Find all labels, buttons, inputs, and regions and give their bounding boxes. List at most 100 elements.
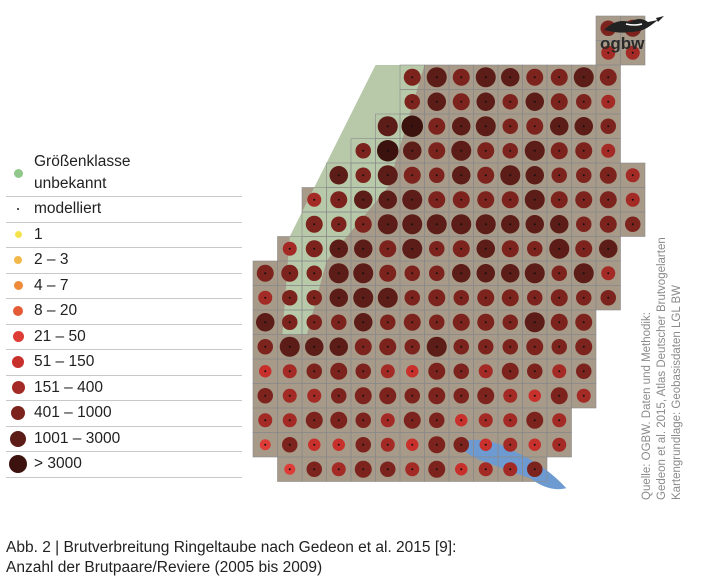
modelled-marker	[264, 272, 267, 275]
modelled-marker	[313, 223, 316, 226]
modelled-marker	[460, 174, 463, 177]
modelled-marker	[386, 125, 389, 128]
legend-symbol	[6, 306, 30, 317]
modelled-marker	[509, 370, 512, 373]
modelled-marker	[362, 149, 365, 152]
modelled-marker	[362, 370, 365, 373]
modelled-marker	[509, 223, 512, 226]
modelled-marker	[337, 370, 340, 373]
legend-dot	[17, 208, 19, 211]
modelled-marker	[411, 419, 414, 422]
legend-label: > 3000	[34, 455, 82, 472]
modelled-marker	[411, 76, 414, 79]
modelled-marker	[533, 321, 536, 324]
modelled-marker	[288, 443, 291, 446]
modelled-marker	[288, 419, 291, 422]
modelled-marker	[484, 100, 487, 103]
modelled-marker	[435, 174, 438, 177]
modelled-marker	[533, 370, 536, 373]
modelled-marker	[435, 76, 438, 79]
modelled-marker	[460, 223, 463, 226]
modelled-marker	[386, 419, 389, 422]
legend-label: Größenklasse unbekannt	[34, 153, 131, 192]
modelled-marker	[484, 223, 487, 226]
modelled-marker	[435, 419, 438, 422]
modelled-marker	[411, 443, 414, 446]
modelled-marker	[411, 223, 414, 226]
modelled-marker	[264, 321, 267, 324]
modelled-marker	[435, 247, 438, 250]
modelled-marker	[264, 296, 267, 299]
modelled-marker	[288, 272, 291, 275]
legend-symbol	[6, 331, 30, 343]
modelled-marker	[484, 419, 487, 422]
modelled-marker	[582, 223, 585, 226]
ogbw-logo: ogbw	[596, 10, 666, 58]
modelled-marker	[582, 394, 585, 397]
figure-caption: Abb. 2 | Brutverbreitung Ringeltaube nac…	[6, 538, 456, 577]
modelled-marker	[313, 345, 316, 348]
modelled-marker	[533, 223, 536, 226]
modelled-marker	[582, 345, 585, 348]
modelled-marker	[509, 345, 512, 348]
modelled-marker	[264, 419, 267, 422]
modelled-marker	[582, 247, 585, 250]
legend-row: 401 – 1000	[6, 401, 242, 427]
modelled-marker	[582, 100, 585, 103]
modelled-marker	[313, 468, 316, 471]
legend-symbol	[6, 356, 30, 369]
modelled-marker	[313, 370, 316, 373]
legend: Größenklasse unbekannt modelliert 1 2 – 3 4 …	[6, 150, 242, 478]
modelled-marker	[607, 125, 610, 128]
modelled-marker	[558, 394, 561, 397]
modelled-marker	[435, 443, 438, 446]
modelled-marker	[386, 370, 389, 373]
modelled-marker	[460, 296, 463, 299]
legend-row: > 3000	[6, 452, 242, 478]
modelled-marker	[313, 198, 316, 201]
modelled-marker	[558, 345, 561, 348]
legend-label: 4 – 7	[34, 276, 69, 294]
modelled-marker	[264, 345, 267, 348]
modelled-marker	[313, 272, 316, 275]
modelled-marker	[558, 296, 561, 299]
modelled-marker	[386, 223, 389, 226]
modelled-marker	[582, 174, 585, 177]
modelled-marker	[313, 394, 316, 397]
modelled-marker	[411, 394, 414, 397]
modelled-marker	[386, 174, 389, 177]
modelled-marker	[582, 149, 585, 152]
modelled-marker	[411, 149, 414, 152]
legend-symbol	[6, 256, 30, 265]
modelled-marker	[533, 419, 536, 422]
modelled-marker	[533, 345, 536, 348]
modelled-marker	[484, 149, 487, 152]
legend-label: 401 – 1000	[34, 404, 112, 421]
legend-symbol	[6, 281, 30, 291]
modelled-marker	[607, 76, 610, 79]
modelled-marker	[484, 198, 487, 201]
grid-cell	[571, 383, 597, 409]
modelled-marker	[386, 345, 389, 348]
legend-label: 1001 – 3000	[34, 429, 121, 447]
modelled-marker	[337, 345, 340, 348]
modelled-marker	[411, 468, 414, 471]
modelled-marker	[607, 198, 610, 201]
modelled-marker	[460, 370, 463, 373]
modelled-marker	[362, 223, 365, 226]
modelled-marker	[558, 100, 561, 103]
modelled-marker	[484, 125, 487, 128]
modelled-marker	[337, 223, 340, 226]
modelled-marker	[435, 321, 438, 324]
modelled-marker	[386, 247, 389, 250]
modelled-marker	[558, 223, 561, 226]
modelled-marker	[460, 419, 463, 422]
modelled-marker	[411, 247, 414, 250]
legend-label: 151 – 400	[34, 378, 103, 396]
modelled-marker	[362, 468, 365, 471]
legend-row: 8 – 20	[6, 299, 242, 325]
modelled-marker	[435, 468, 438, 471]
modelled-marker	[435, 370, 438, 373]
modelled-marker	[533, 247, 536, 250]
modelled-marker	[509, 419, 512, 422]
